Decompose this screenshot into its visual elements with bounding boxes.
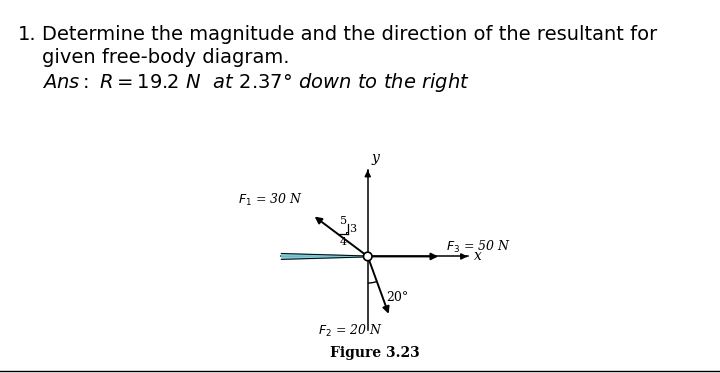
Text: $F_1$ = 30 N: $F_1$ = 30 N bbox=[238, 192, 303, 208]
Text: 4: 4 bbox=[340, 237, 347, 247]
Text: given free-body diagram.: given free-body diagram. bbox=[42, 48, 289, 67]
Text: $F_2$ = 20 N: $F_2$ = 20 N bbox=[318, 323, 383, 339]
Text: Figure 3.23: Figure 3.23 bbox=[330, 346, 419, 360]
Text: $F_3$ = 50 N: $F_3$ = 50 N bbox=[446, 239, 511, 255]
Text: 1.: 1. bbox=[18, 25, 37, 44]
Text: 5: 5 bbox=[340, 216, 347, 226]
Text: x: x bbox=[474, 250, 482, 263]
Circle shape bbox=[364, 252, 372, 261]
Text: 20°: 20° bbox=[387, 291, 409, 304]
Text: 3: 3 bbox=[349, 224, 356, 234]
Text: $\mathbf{\it{Ans{:}\ R = 19.2\ N\ \ at\ 2.37°\ down\ to\ the\ right}}$: $\mathbf{\it{Ans{:}\ R = 19.2\ N\ \ at\ … bbox=[42, 71, 469, 94]
Text: y: y bbox=[372, 151, 379, 164]
Text: Determine the magnitude and the direction of the resultant for: Determine the magnitude and the directio… bbox=[42, 25, 657, 44]
